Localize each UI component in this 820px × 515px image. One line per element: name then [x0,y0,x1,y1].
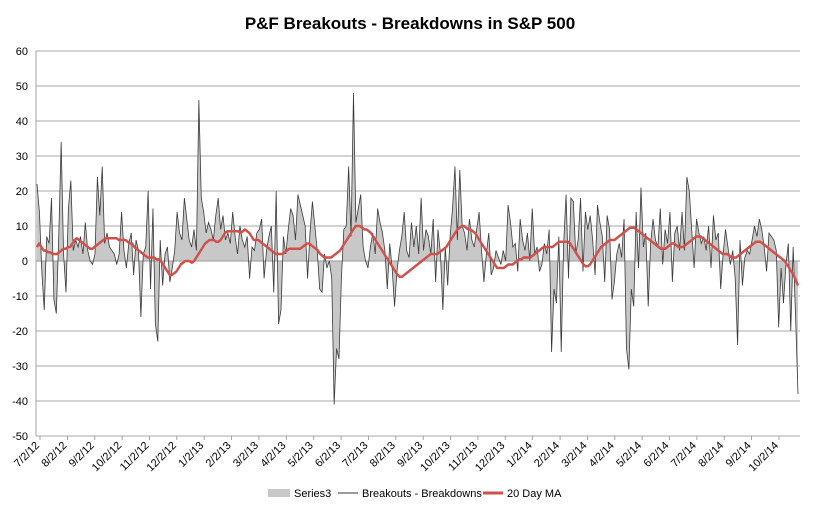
y-tick-label: -50 [12,431,28,443]
y-tick-label: -30 [12,361,28,373]
series-line-20-day-ma [35,224,800,286]
x-tick-label: 6/2/13 [313,440,343,470]
x-tick-label: 8/2/13 [368,440,398,470]
x-tick-label: 10/2/13 [418,440,452,474]
y-tick-label: 0 [22,256,28,268]
y-tick-label: 30 [16,151,28,163]
x-tick-label: 2/2/14 [532,440,562,470]
series-line-breakouts-breakdowns [36,92,799,405]
legend-label-20-day-ma: 20 Day MA [507,488,562,500]
y-tick-label: 50 [16,81,28,93]
legend-label-series3: Series3 [294,488,331,500]
x-tick-label: 12/2/13 [473,440,507,474]
x-tick-label: 3/2/14 [559,440,589,470]
x-tick-label: 10/2/14 [747,440,781,474]
x-tick-label: 3/2/13 [231,440,261,470]
x-tick-label: 5/2/14 [614,440,644,470]
y-tick-label: 60 [16,46,28,58]
x-tick-label: 8/2/12 [39,440,69,470]
x-tick-label: 4/2/14 [587,440,617,470]
chart-title: P&F Breakouts - Breakdowns in S&P 500 [244,14,576,33]
legend-swatch-series3 [268,489,290,497]
y-tick-label: -20 [12,326,28,338]
x-tick-label: 12/2/12 [145,440,179,474]
x-tick-label: 8/2/14 [696,440,726,470]
x-tick-label: 4/2/13 [258,440,288,470]
y-tick-label: -10 [12,291,28,303]
x-tick-label: 7/2/14 [669,440,699,470]
x-tick-label: 1/2/14 [505,440,535,470]
x-tick-label: 5/2/13 [286,440,316,470]
x-tick-label: 1/2/13 [176,440,206,470]
x-tick-label: 10/2/12 [90,440,124,474]
y-tick-label: 10 [16,221,28,233]
x-tick-label: 7/2/13 [340,440,370,470]
y-tick-label: 20 [16,186,28,198]
x-tick-label: 6/2/14 [642,440,672,470]
x-tick-label: 2/2/13 [204,440,234,470]
x-tick-label: 7/2/12 [12,440,42,470]
series-area-series3 [37,93,798,405]
y-tick-label: 40 [16,116,28,128]
y-tick-label: -40 [12,396,28,408]
legend-label-breakouts-breakdowns: Breakouts - Breakdowns [362,488,482,500]
